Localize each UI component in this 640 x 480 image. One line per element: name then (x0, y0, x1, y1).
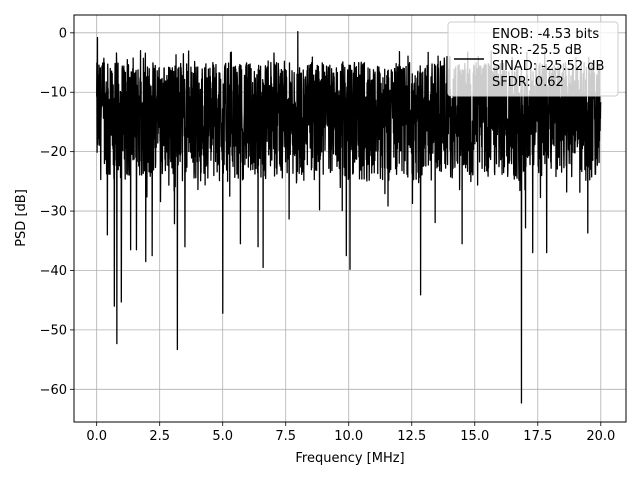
x-tick-label: 2.5 (149, 429, 170, 444)
legend-text-sfdr: SFDR: 0.62 (492, 75, 564, 90)
x-tick-label: 15.0 (460, 429, 489, 444)
legend-box (447, 21, 619, 97)
y-axis-label: PSD [dB] (14, 189, 29, 247)
x-tick-label: 0.0 (86, 429, 107, 444)
ticks: 0.0 2.5 5.0 7.5 10.0 12.5 15.0 17.5 20.0 0 −10 −20 −… (40, 26, 616, 444)
x-axis-label: Frequency [MHz] (295, 451, 404, 466)
x-tick-label: 10.0 (334, 429, 363, 444)
x-tick-label: 20.0 (586, 429, 615, 444)
legend: ENOB: -4.53 bits SNR: -25.5 dB SINAD: -2… (447, 21, 619, 97)
y-tick-label: 0 (59, 26, 67, 41)
x-tick-label: 7.5 (275, 429, 296, 444)
y-tick-label: −10 (40, 86, 67, 101)
legend-text-enob: ENOB: -4.53 bits (492, 27, 599, 42)
legend-text-snr: SNR: -25.5 dB (492, 43, 582, 58)
y-tick-label: −30 (40, 205, 67, 220)
x-tick-label: 5.0 (212, 429, 233, 444)
y-tick-label: −50 (40, 323, 67, 338)
y-tick-label: −20 (40, 145, 67, 160)
x-tick-label: 12.5 (397, 429, 426, 444)
y-tick-label: −60 (40, 383, 67, 398)
legend-text-sinad: SINAD: -25.52 dB (492, 59, 604, 74)
y-tick-label: −40 (40, 264, 67, 279)
axes-frame (73, 14, 627, 423)
x-tick-label: 17.5 (523, 429, 552, 444)
